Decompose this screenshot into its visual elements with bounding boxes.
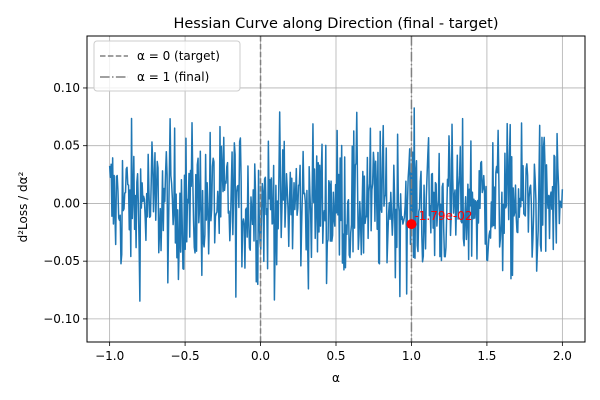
marker-point [406,219,417,230]
legend-label-final: α = 1 (final) [137,70,209,84]
y-tick-label: 0.10 [53,81,80,95]
vline-layer [259,36,413,342]
hessian-series-line [108,107,564,302]
legend-label-target: α = 0 (target) [137,49,220,63]
x-tick-label: 1.0 [402,349,421,363]
x-tick-label: −0.5 [171,349,200,363]
x-tick-label: 2.0 [553,349,572,363]
legend: α = 0 (target) α = 1 (final) [93,40,241,92]
y-tick-label: −0.05 [43,254,80,268]
ticks: −1.0 −0.5 0.0 0.5 1.0 1.5 2.0 −0.10 −0.05 0.00 0.0… [43,81,572,363]
x-tick-label: 0.0 [251,349,270,363]
legend-box [93,40,241,92]
y-tick-label: −0.10 [43,312,80,326]
x-tick-label: −1.0 [95,349,124,363]
marker-annotation: -1.79e-02 [414,209,472,223]
chart-title: Hessian Curve along Direction (final - t… [173,16,498,32]
marker-layer: -1.79e-02 [406,209,472,230]
y-tick-label: 0.05 [53,139,80,153]
x-tick-label: 0.5 [326,349,345,363]
series-layer [108,107,564,302]
y-axis-label: d²Loss / dα² [16,171,30,242]
x-tick-label: 1.5 [477,349,496,363]
y-tick-label: 0.00 [53,196,80,210]
x-axis-label: α [332,371,340,385]
